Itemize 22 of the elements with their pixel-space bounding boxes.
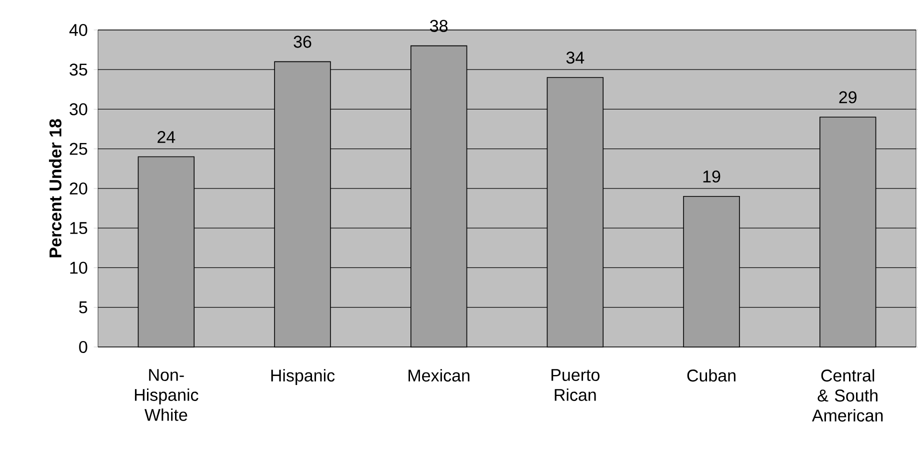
- y-tick-label: 35: [70, 64, 88, 76]
- x-tick-label: Puerto Rican: [552, 369, 600, 401]
- y-tick-label: 25: [70, 142, 88, 155]
- data-label: 38: [430, 20, 448, 32]
- data-label: 34: [566, 52, 584, 64]
- y-tick-label: 10: [70, 262, 88, 274]
- x-tick-label: Mexican: [408, 369, 470, 382]
- y-tick-label: 30: [70, 103, 88, 116]
- x-tick-label: Hispanic: [271, 369, 335, 385]
- x-tick-label: Central & South American: [812, 369, 883, 422]
- data-label: 36: [294, 36, 312, 48]
- y-tick-label: 40: [69, 24, 88, 36]
- y-tick-label: 5: [79, 301, 88, 314]
- x-tick-label: Cuban: [687, 369, 736, 382]
- data-label: 19: [703, 170, 720, 183]
- y-tick-label: 20: [70, 182, 88, 195]
- y-tick-label: 0: [79, 340, 88, 354]
- y-axis-title: Percent Under 18: [48, 119, 62, 258]
- data-label: 29: [839, 91, 856, 104]
- y-tick-label: 15: [70, 222, 88, 234]
- data-label: 24: [158, 131, 176, 143]
- x-tick-label: Non-Hispanic White: [134, 369, 198, 421]
